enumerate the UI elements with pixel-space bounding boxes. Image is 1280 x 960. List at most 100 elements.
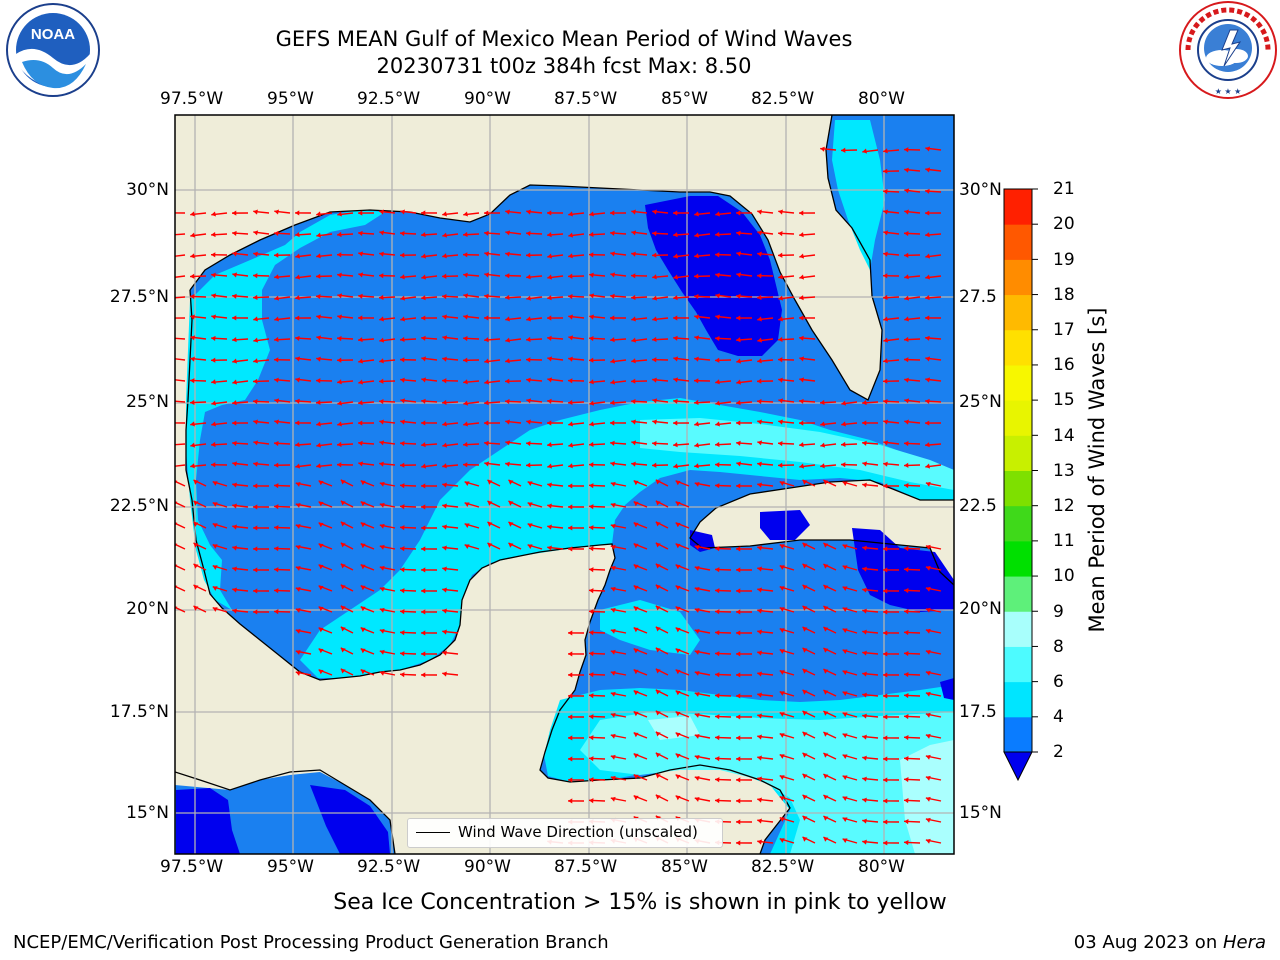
wind-wave-arrowhead: [589, 231, 594, 238]
lon-label-top: 92.5°W: [357, 89, 421, 109]
wind-wave-arrowhead: [862, 566, 867, 572]
wind-wave-arrowhead: [274, 336, 279, 343]
wind-wave-arrowhead: [421, 504, 426, 510]
wind-wave-arrowhead: [736, 230, 741, 236]
wind-wave-arrowhead: [802, 711, 808, 716]
wind-wave-arrowhead: [360, 648, 366, 654]
wind-wave-arrowhead: [547, 463, 553, 469]
colorbar-segment: [1004, 294, 1032, 331]
wind-wave-arrowhead: [508, 501, 514, 506]
wind-wave-arrowhead: [547, 442, 552, 448]
wind-wave-arrowhead: [631, 230, 637, 236]
wind-wave-arrowhead: [232, 400, 237, 406]
wind-wave-arrowhead: [400, 252, 405, 258]
wind-wave-arrowhead: [715, 357, 720, 363]
wind-wave-arrowhead: [379, 670, 385, 676]
wind-wave-arrowhead: [631, 461, 636, 467]
wind-wave-arrowhead: [337, 293, 343, 299]
colorbar-tick: 12: [1053, 496, 1075, 516]
colorbar-segment: [1004, 224, 1032, 260]
wind-wave-arrowhead: [799, 356, 805, 362]
wind-wave-arrowhead: [295, 335, 300, 341]
colorbar-segment: [1004, 435, 1032, 471]
wind-wave-arrowhead: [274, 462, 279, 468]
wind-wave-arrowhead: [883, 168, 888, 174]
wind-wave-arrowhead: [190, 273, 195, 279]
wind-wave-arrowhead: [925, 649, 931, 655]
wind-wave-arrowhead: [358, 230, 363, 236]
wind-wave-arrowhead: [862, 776, 867, 782]
wind-wave-arrowhead: [400, 377, 405, 383]
wind-wave-arrowhead: [442, 421, 447, 427]
wind-wave-arrowhead: [631, 419, 636, 425]
wind-wave-arrowhead: [675, 585, 681, 591]
wind-wave-arrowhead: [736, 735, 741, 741]
wind-wave-arrowhead: [232, 230, 237, 236]
wind-wave-arrowhead: [883, 756, 888, 762]
wind-wave-arrowhead: [505, 378, 510, 384]
wind-wave-arrowhead: [862, 797, 867, 803]
wind-wave-arrowhead: [823, 711, 829, 716]
wind-wave-arrowhead: [400, 398, 406, 404]
wind-wave-arrowhead: [508, 480, 514, 485]
colorbar-segment: [1004, 329, 1032, 366]
wind-wave-arrowhead: [505, 358, 510, 364]
wind-wave-arrowhead: [358, 210, 363, 216]
wind-wave-arrowhead: [295, 253, 301, 259]
wind-wave-arrowhead: [673, 463, 679, 469]
wind-wave-arrowhead: [883, 398, 888, 405]
wind-wave-arrowhead: [802, 564, 808, 569]
wind-wave-arrow: [175, 275, 186, 278]
wind-wave-arrowhead: [400, 483, 405, 489]
wind-wave-arrowhead: [484, 420, 489, 426]
wind-wave-arrowhead: [421, 232, 426, 238]
wind-wave-arrowhead: [253, 419, 258, 425]
wind-wave-arrowhead: [253, 461, 258, 467]
wind-wave-arrowhead: [274, 609, 279, 615]
wind-wave-arrowhead: [505, 440, 511, 446]
wind-wave-arrowhead: [337, 252, 342, 258]
wind-wave-arrowhead: [925, 232, 930, 238]
wind-wave-arrowhead: [823, 753, 829, 758]
wind-wave-arrowhead: [421, 525, 426, 531]
wind-wave-arrowhead: [400, 462, 405, 468]
wind-wave-arrowhead: [757, 608, 762, 614]
wind-wave-arrowhead: [778, 377, 783, 383]
wind-wave-arrowhead: [823, 648, 829, 653]
wind-wave-arrowhead: [675, 648, 681, 654]
wind-wave-arrowhead: [253, 483, 258, 489]
wind-wave-arrowhead: [589, 651, 594, 657]
wind-wave-arrowhead: [318, 669, 324, 675]
wind-wave-arrowhead: [820, 399, 825, 406]
wind-wave-arrowhead: [316, 294, 321, 300]
wind-wave-arrowhead: [904, 588, 909, 594]
wind-wave-arrowhead: [190, 335, 196, 341]
wind-wave-arrowhead: [610, 628, 616, 634]
wind-wave-arrowhead: [169, 315, 173, 320]
wind-wave-arrowhead: [802, 837, 808, 842]
lat-label-left: 27.5°N: [109, 287, 169, 307]
wind-wave-arrowhead: [484, 461, 490, 467]
wind-wave-arrowhead: [610, 420, 615, 426]
wind-wave-arrowhead: [400, 609, 405, 615]
wind-wave-arrowhead: [568, 672, 573, 678]
wind-wave-arrowhead: [820, 421, 825, 427]
wind-wave-arrowhead: [757, 566, 762, 572]
wind-wave-arrowhead: [379, 251, 384, 257]
wind-wave-arrowhead: [883, 230, 889, 236]
wind-wave-arrowhead: [358, 272, 364, 278]
wind-wave-arrowhead: [883, 588, 888, 594]
wind-wave-arrowhead: [673, 377, 679, 383]
wind-wave-arrowhead: [883, 316, 888, 322]
wind-wave-arrowhead: [736, 400, 741, 406]
wind-wave-arrowhead: [610, 565, 616, 571]
cyan-band-west: [186, 210, 385, 610]
wind-wave-arrowhead: [757, 776, 762, 782]
wind-wave-arrowhead: [589, 546, 594, 552]
wind-wave-arrowhead: [463, 357, 468, 363]
lat-label-left: 20°N: [126, 599, 169, 619]
wind-wave-arrowhead: [823, 837, 829, 842]
wind-wave-arrowhead: [340, 563, 346, 569]
cyan-band-center: [300, 398, 954, 678]
wind-wave-arrowhead: [823, 627, 829, 632]
